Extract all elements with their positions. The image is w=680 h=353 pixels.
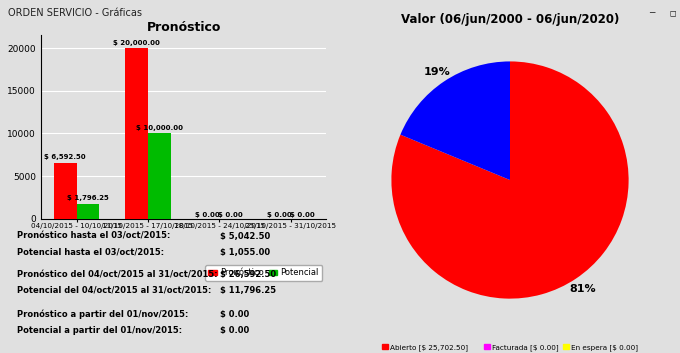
Text: $ 0.00: $ 0.00 <box>267 212 292 218</box>
Bar <box>54 163 77 219</box>
Text: $ 6,592.50: $ 6,592.50 <box>44 155 86 161</box>
Text: $ 0.00: $ 0.00 <box>218 212 243 218</box>
Text: $ 1,796.25: $ 1,796.25 <box>67 196 109 202</box>
Text: Potencial a partir del 01/nov/2015:: Potencial a partir del 01/nov/2015: <box>17 325 182 335</box>
Text: $ 0.00: $ 0.00 <box>195 212 220 218</box>
Text: 81%: 81% <box>569 283 596 293</box>
Text: $ 10,000.00: $ 10,000.00 <box>136 125 183 131</box>
Text: ─   □   ✕: ─ □ ✕ <box>649 8 680 17</box>
Legend: Pronóstico, Potencial: Pronóstico, Potencial <box>205 265 322 281</box>
Bar <box>148 133 171 219</box>
Text: $ 1,055.00: $ 1,055.00 <box>220 247 270 257</box>
Bar <box>77 204 99 219</box>
Text: Potencial del 04/oct/2015 al 31/oct/2015:: Potencial del 04/oct/2015 al 31/oct/2015… <box>17 286 211 295</box>
Text: $ 0.00: $ 0.00 <box>290 212 314 218</box>
Wedge shape <box>392 61 628 299</box>
Text: Pronóstico a partir del 01/nov/2015:: Pronóstico a partir del 01/nov/2015: <box>17 310 188 319</box>
Text: Pronóstico hasta el 03/oct/2015:: Pronóstico hasta el 03/oct/2015: <box>17 232 170 241</box>
Title: Pronóstico: Pronóstico <box>146 21 221 34</box>
Text: $ 0.00: $ 0.00 <box>220 310 250 319</box>
Bar <box>125 48 148 219</box>
Text: $ 26,592.50: $ 26,592.50 <box>220 270 276 279</box>
Text: Pronóstico del 04/oct/2015 al 31/oct/2015:: Pronóstico del 04/oct/2015 al 31/oct/201… <box>17 270 218 279</box>
Wedge shape <box>401 61 510 180</box>
Legend: Abierto [$ 25,702.50], En compras [$ 5,932.50], Facturada [$ 0.00], Cerrado [$ 0: Abierto [$ 25,702.50], En compras [$ 5,9… <box>379 342 641 353</box>
Text: $ 11,796.25: $ 11,796.25 <box>220 286 276 295</box>
Text: Potencial hasta el 03/oct/2015:: Potencial hasta el 03/oct/2015: <box>17 247 164 257</box>
Text: $ 20,000.00: $ 20,000.00 <box>113 40 160 46</box>
Text: 19%: 19% <box>424 67 451 77</box>
Text: $ 5,042.50: $ 5,042.50 <box>220 232 270 241</box>
Title: Valor (06/jun/2000 - 06/jun/2020): Valor (06/jun/2000 - 06/jun/2020) <box>401 13 619 26</box>
Text: $ 0.00: $ 0.00 <box>220 325 250 335</box>
Text: ORDEN SERVICIO - Gráficas: ORDEN SERVICIO - Gráficas <box>8 8 142 18</box>
